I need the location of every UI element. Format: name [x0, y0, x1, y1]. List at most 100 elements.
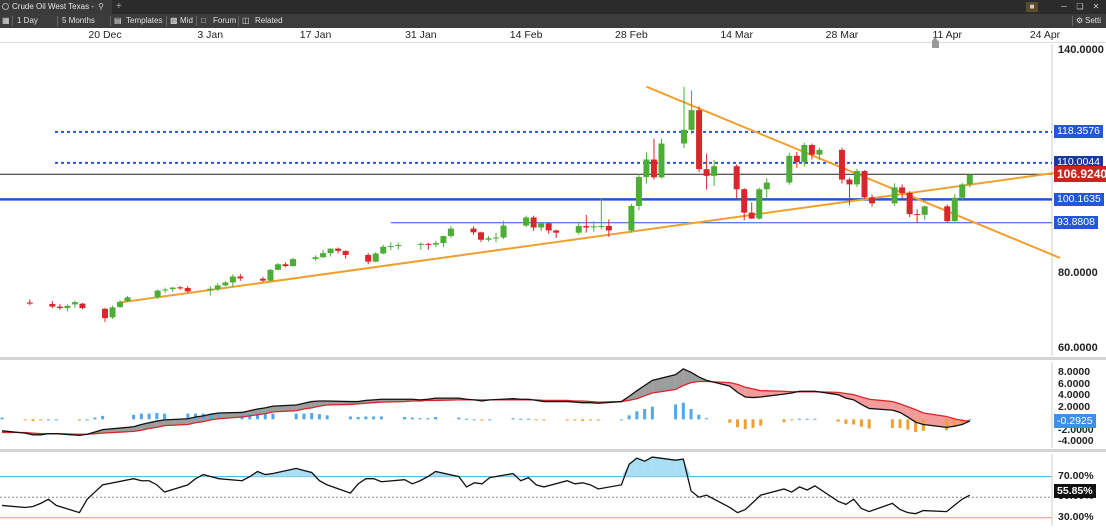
forum-button[interactable]: Forum [213, 16, 237, 25]
candle-body [553, 230, 560, 233]
macd-histogram-bar [674, 404, 678, 420]
macd-histogram-bar [782, 419, 786, 423]
trendline [119, 171, 1061, 304]
related-button[interactable]: Related [255, 16, 283, 25]
macd-histogram-bar [960, 419, 964, 424]
macd-histogram-bar [945, 419, 949, 431]
restore-icon[interactable]: ❏ [1076, 2, 1084, 11]
candle-body [320, 253, 327, 258]
macd-histogram-bar [511, 418, 515, 420]
candle-body [290, 259, 296, 267]
candle-body [966, 174, 973, 185]
candle-body [854, 171, 860, 185]
macd-fill [853, 394, 862, 405]
macd-histogram-bar [867, 419, 871, 429]
candle-body [259, 278, 266, 281]
pane-separator[interactable] [0, 357, 1106, 360]
candle-body [763, 182, 770, 190]
time-marker-icon[interactable] [932, 37, 939, 48]
candle-body [583, 226, 590, 228]
rsi-overbought-fill [636, 458, 645, 477]
macd-histogram-bar [426, 418, 430, 420]
close-icon[interactable]: ✕ [1092, 2, 1100, 11]
forum-icon[interactable]: □ [201, 16, 206, 25]
grid-icon[interactable]: ▦ [2, 16, 10, 25]
rsi-tick-label: 70.00% [1058, 469, 1094, 482]
candle-body [432, 243, 439, 245]
macd-fill [869, 399, 893, 411]
macd-histogram-bar [542, 419, 546, 421]
candle-body [440, 236, 447, 244]
interval-select[interactable]: 1 Day [17, 16, 38, 25]
candle-body [838, 149, 845, 180]
candle-body [184, 288, 191, 292]
candle-body [372, 253, 379, 262]
candle-body [733, 166, 740, 190]
macd-fill [636, 385, 645, 399]
macd-histogram-bar [23, 419, 27, 421]
macd-histogram-bar [271, 413, 275, 420]
price-tick-label: 60.0000 [1058, 341, 1098, 354]
macd-histogram-bar [101, 415, 105, 420]
macd-histogram-bar [139, 413, 143, 420]
candle-body [500, 225, 507, 238]
macd-histogram-bar [39, 419, 43, 421]
candle-body [447, 228, 454, 237]
minimize-icon[interactable]: ─ [1061, 2, 1067, 11]
candle-body [914, 214, 921, 216]
related-icon[interactable]: ◫ [242, 16, 250, 25]
rsi-overbought-fill [644, 457, 653, 477]
macd-fill [923, 413, 947, 428]
macd-line [1, 368, 971, 437]
macd-histogram-bar [968, 419, 972, 421]
macd-fill [907, 406, 916, 423]
macd-histogram-bar [759, 419, 763, 426]
macd-histogram-bar [681, 402, 685, 420]
macd-histogram-bar [797, 418, 801, 420]
macd-tick-label: 8.0000 [1058, 366, 1091, 379]
search-icon[interactable]: ⚲ [98, 2, 104, 11]
candle-body [154, 290, 161, 297]
time-axis-label: 14 Feb [509, 29, 543, 41]
candle-body [891, 187, 898, 204]
pane-separator[interactable] [0, 449, 1106, 452]
settings-icon[interactable]: ⚙ [1076, 16, 1084, 25]
macd-histogram-bar [209, 413, 213, 420]
macd-histogram-bar [54, 419, 58, 421]
macd-histogram-bar [836, 419, 840, 422]
range-select[interactable]: 5 Months [62, 16, 95, 25]
candle-body [64, 305, 71, 309]
candle-body [658, 143, 665, 178]
macd-histogram-bar [93, 417, 97, 420]
macd-fill [946, 416, 955, 428]
mid-icon[interactable]: ▩ [170, 16, 178, 25]
candle-body [478, 232, 484, 240]
templates-button[interactable]: Templates [126, 16, 163, 25]
macd-histogram-bar [852, 419, 856, 425]
macd-histogram-bar [790, 419, 794, 421]
macd-histogram-bar [248, 414, 252, 420]
add-tab-icon[interactable]: + [116, 1, 122, 12]
candle-body [681, 129, 688, 144]
macd-histogram-bar [31, 419, 35, 422]
candle-body [530, 217, 537, 228]
candle-body [207, 288, 214, 291]
candle-body [786, 155, 793, 183]
macd-histogram-bar [573, 419, 577, 421]
rsi-overbought-fill [683, 459, 692, 477]
macd-fill [195, 415, 204, 423]
macd-histogram-bar [356, 417, 360, 420]
templates-icon[interactable]: ▤ [114, 16, 122, 25]
macd-fill [892, 401, 901, 413]
macd-histogram-bar [689, 409, 693, 420]
mid-button[interactable]: Mid [180, 16, 193, 25]
macd-histogram-bar [480, 419, 484, 421]
macd-tick-label: 2.0000 [1058, 400, 1091, 413]
settings-button[interactable]: Setti [1085, 16, 1102, 25]
layout-icon[interactable]: ■ [1026, 2, 1038, 12]
time-axis: 20 Dec 3 Jan 17 Jan 31 Jan 14 Feb 28 Feb 14 Ma… [0, 28, 1106, 43]
candle-body [222, 282, 229, 286]
candle-body [493, 237, 500, 239]
macd-fill [629, 390, 637, 401]
